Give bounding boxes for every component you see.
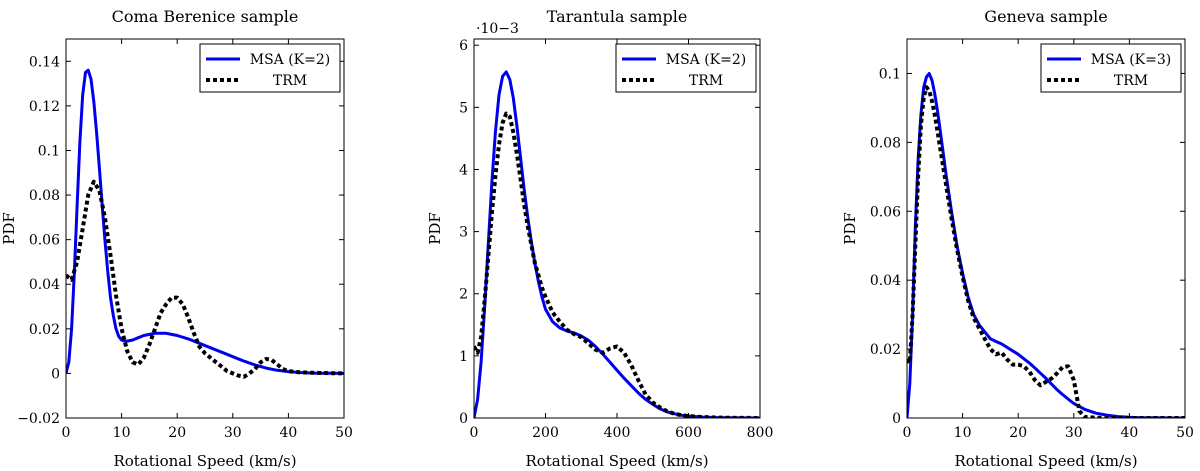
panel-tarantula: Tarantula sample 0 200 400 600 800 0 1 2 3 4 5 6 ·10−…	[426, 7, 773, 470]
x-tick-label: 50	[1176, 425, 1194, 441]
x-tick-label: 400	[604, 425, 631, 441]
x-tick-label: 10	[954, 425, 972, 441]
y-axis-label: PDF	[0, 212, 18, 245]
y-tick-label: 0.1	[879, 66, 901, 82]
x-axis-label: Rotational Speed (km/s)	[954, 452, 1137, 470]
legend-label: TRM	[1114, 73, 1148, 89]
y-tick-label: 0.04	[870, 273, 901, 289]
y-tick-label: 0	[459, 411, 468, 427]
legend-label: MSA (K=2)	[666, 52, 747, 68]
chart-title: Geneva sample	[984, 7, 1107, 26]
y-tick-label: 6	[459, 38, 468, 54]
y-exponent-label: ·10−3	[476, 21, 519, 37]
series-line-msa	[907, 72, 1185, 418]
y-tick-label: 4	[459, 162, 468, 178]
legend-label: MSA (K=3)	[1091, 52, 1172, 68]
legend-label: TRM	[689, 73, 723, 89]
series-line-trm	[474, 111, 760, 418]
series-line-msa	[474, 70, 760, 418]
y-tick-label: 0	[51, 366, 60, 382]
y-tick-label: 5	[459, 100, 468, 116]
x-tick-label: 20	[168, 425, 186, 441]
y-tick-label: 0	[892, 411, 901, 427]
x-axis-label: Rotational Speed (km/s)	[113, 452, 296, 470]
y-tick-label: 0.06	[29, 233, 60, 249]
plot-frame	[473, 38, 761, 419]
y-tick-label: 0.08	[870, 135, 901, 151]
x-axis-label: Rotational Speed (km/s)	[525, 452, 708, 470]
x-tick-label: 50	[335, 425, 353, 441]
y-tick-label: 0.1	[38, 143, 60, 159]
plot-frame	[906, 38, 1186, 419]
legend-label: MSA (K=2)	[250, 52, 331, 68]
y-axis-label: PDF	[426, 212, 444, 245]
legend-label: TRM	[273, 73, 307, 89]
x-tick-label: 40	[279, 425, 297, 441]
legend-box	[1040, 43, 1182, 93]
y-tick-label: 3	[459, 225, 468, 241]
y-tick-label: 0.14	[29, 54, 60, 70]
x-tick-label: 40	[1120, 425, 1138, 441]
y-tick-label: 0.06	[870, 204, 901, 220]
x-tick-label: 10	[113, 425, 131, 441]
series-line-msa	[66, 68, 344, 375]
x-tick-label: 0	[903, 425, 912, 441]
x-tick-label: 200	[532, 425, 559, 441]
y-tick-label: 0.04	[29, 277, 60, 293]
x-tick-label: 30	[1065, 425, 1083, 441]
legend: MSA (K=3) TRM	[1040, 43, 1182, 93]
x-tick-label: 0	[62, 425, 71, 441]
panel-geneva: Geneva sample 0 10 20 30 40 50 0 0.02 0.04 0.06 0.0…	[841, 7, 1194, 470]
x-tick-label: 600	[675, 425, 702, 441]
x-tick-label: 20	[1009, 425, 1027, 441]
series-line-trm	[907, 85, 1185, 418]
chart-title: Tarantula sample	[547, 7, 688, 26]
y-tick-label: −0.02	[17, 411, 60, 427]
legend: MSA (K=2) TRM	[199, 43, 341, 93]
legend: MSA (K=2) TRM	[615, 43, 757, 93]
y-tick-label: 0.12	[29, 99, 60, 115]
x-tick-label: 0	[470, 425, 479, 441]
series-line-trm	[66, 179, 344, 379]
y-tick-label: 2	[459, 287, 468, 303]
x-tick-label: 800	[747, 425, 774, 441]
x-tick-label: 30	[224, 425, 242, 441]
y-tick-label: 0.08	[29, 188, 60, 204]
y-tick-label: 0.02	[870, 342, 901, 358]
legend-box	[615, 43, 757, 93]
y-axis-label: PDF	[841, 212, 859, 245]
plot-frame	[65, 38, 345, 419]
y-tick-label: 0.02	[29, 322, 60, 338]
y-tick-label: 1	[459, 349, 468, 365]
legend-box	[199, 43, 341, 93]
chart-title: Coma Berenice sample	[112, 7, 299, 26]
